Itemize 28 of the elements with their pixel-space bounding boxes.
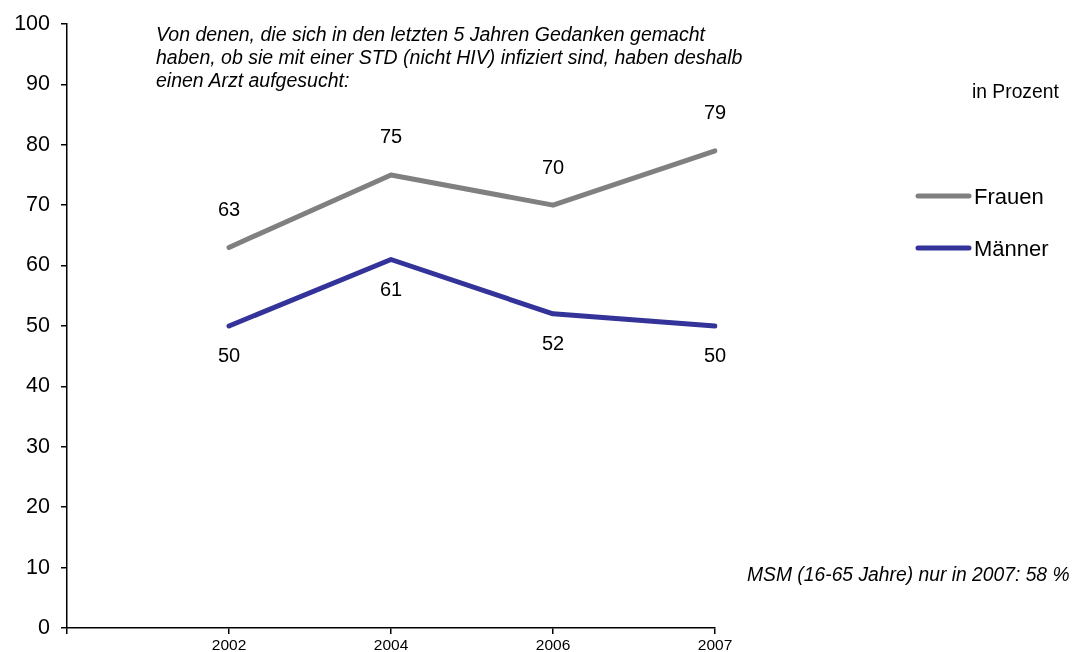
- y-tick-label: 30: [26, 433, 51, 458]
- y-tick-label: 100: [14, 10, 51, 35]
- y-tick-label: 10: [26, 554, 51, 579]
- y-tick-label: 50: [26, 312, 51, 337]
- y-tick-label: 40: [26, 373, 51, 398]
- x-tick-label: 2002: [211, 635, 247, 652]
- text: in Prozent: [972, 80, 1059, 103]
- text: Von denen, die sich in den letzten 5 Jahren Gedanken gemacht haben, ob sie mit einer STD (nicht HIV) infiziert sind, haben deshalb einen Arzt aufgesucht:: [156, 23, 744, 92]
- data-label: 61: [379, 278, 403, 301]
- data-label: 50: [703, 344, 727, 367]
- legend-label: Männer: [974, 235, 1049, 261]
- x-tick-label: 2007: [697, 635, 733, 652]
- data-label: 79: [703, 101, 727, 124]
- y-tick-label: 20: [26, 494, 51, 519]
- x-tick-label: 2004: [373, 635, 409, 652]
- x-tick-label: 2006: [535, 635, 571, 652]
- data-label: 70: [541, 155, 565, 178]
- data-label: 50: [217, 344, 241, 367]
- data-label: 75: [379, 125, 403, 148]
- text: MSM (16-65 Jahre) nur in 2007: 58 %: [747, 563, 1070, 586]
- data-label: 63: [217, 197, 241, 220]
- y-tick-label: 90: [26, 71, 51, 96]
- y-tick-label: 60: [26, 252, 51, 277]
- y-tick-label: 70: [26, 192, 51, 217]
- legend-label: Frauen: [974, 183, 1044, 209]
- y-tick-label: 0: [38, 614, 51, 639]
- data-label: 52: [541, 332, 565, 355]
- y-tick-label: 80: [26, 131, 51, 156]
